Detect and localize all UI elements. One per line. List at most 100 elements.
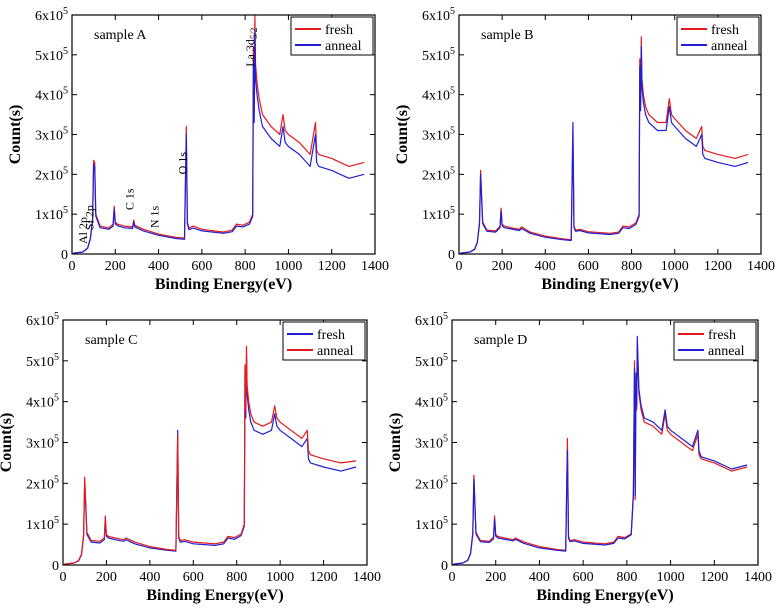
x-tick-label: 1000 <box>274 259 302 274</box>
legend-box <box>676 16 760 56</box>
x-tick-label: 1200 <box>700 570 728 585</box>
y-tick-label: 4x105 <box>415 393 448 411</box>
peak-annotation: Al 2p <box>76 217 90 244</box>
x-tick-label: 200 <box>492 259 513 274</box>
x-tick-label: 1000 <box>661 259 689 274</box>
x-tick-label: 1000 <box>657 570 685 585</box>
legend-label-fresh: fresh <box>317 328 345 343</box>
x-tick-label: 1200 <box>318 259 346 274</box>
y-tick-label: 1x105 <box>422 205 455 223</box>
x-tick-label: 400 <box>139 570 160 585</box>
x-tick-label: 0 <box>449 570 456 585</box>
y-tick-label: 5x105 <box>26 352 59 370</box>
panel-3: 0 200 400 600 800 1000 1200 1400 0 1x105 2x105 3x10… <box>0 311 381 604</box>
y-tick-label: 4x105 <box>26 393 59 411</box>
x-tick-label: 200 <box>105 259 126 274</box>
legend-box <box>673 321 757 361</box>
x-tick-label: 1400 <box>361 259 389 274</box>
legend-label-anneal: anneal <box>711 39 748 54</box>
x-tick-label: 400 <box>529 570 550 585</box>
y-tick-label: 2x105 <box>422 165 455 183</box>
series-line-anneal <box>453 335 748 565</box>
y-tick-label: 3x105 <box>422 126 455 144</box>
x-tick-label: 600 <box>183 570 204 585</box>
x-tick-label: 200 <box>96 570 117 585</box>
y-tick-label: 6x105 <box>35 6 68 24</box>
series-line-anneal <box>64 345 357 565</box>
peak-annotation: C 1s <box>123 188 137 210</box>
x-tick-label: 1200 <box>310 570 338 585</box>
panel-label: sample A <box>94 28 147 43</box>
y-tick-label: 1x105 <box>26 515 59 533</box>
legend-box <box>290 16 374 56</box>
y-tick-label: 3x105 <box>415 434 448 452</box>
panel-4: 0 200 400 600 800 1000 1200 1400 0 1x105 2x105 3x10… <box>387 311 772 604</box>
y-tick-label: 6x105 <box>415 311 448 329</box>
x-axis-label: Binding Energy(eV) <box>146 587 283 604</box>
y-tick-label: 6x105 <box>26 311 59 329</box>
y-tick-label: 6x105 <box>422 6 455 24</box>
y-tick-label: 0 <box>441 559 448 574</box>
y-tick-label: 3x105 <box>35 126 68 144</box>
y-tick-label: 5x105 <box>415 352 448 370</box>
y-tick-label: 2x105 <box>415 474 448 492</box>
peak-annotation: N 1s <box>148 205 162 228</box>
y-tick-label: 5x105 <box>35 46 68 64</box>
y-tick-label: 2x105 <box>26 474 59 492</box>
x-axis-label: Binding Energy(eV) <box>155 276 292 293</box>
x-tick-label: 0 <box>456 259 463 274</box>
peak-annotation: La 3d5/2 <box>243 28 259 67</box>
y-tick-label: 4x105 <box>35 86 68 104</box>
legend-label-fresh: fresh <box>325 23 353 38</box>
series-line-anneal <box>460 46 749 254</box>
x-tick-label: 600 <box>573 570 594 585</box>
x-tick-label: 1000 <box>266 570 294 585</box>
panel-label: sample C <box>85 333 138 348</box>
legend-label-anneal: anneal <box>708 344 745 359</box>
x-tick-label: 800 <box>226 570 247 585</box>
x-tick-label: 1400 <box>747 259 775 274</box>
panel-label: sample B <box>481 28 534 43</box>
legend-label-anneal: anneal <box>325 39 362 54</box>
y-axis-label: Count(s) <box>387 413 404 473</box>
x-tick-label: 400 <box>535 259 556 274</box>
x-tick-label: 800 <box>235 259 256 274</box>
panel-label: sample D <box>474 333 527 348</box>
series-line-anneal <box>73 30 365 254</box>
series-line-fresh <box>64 356 357 565</box>
peak-annotation: O 1s <box>176 152 190 175</box>
x-tick-label: 0 <box>60 570 67 585</box>
legend-label-anneal: anneal <box>317 344 354 359</box>
y-tick-label: 0 <box>52 559 59 574</box>
x-tick-label: 0 <box>69 259 76 274</box>
x-axis-label: Binding Energy(eV) <box>541 276 678 293</box>
y-tick-label: 3x105 <box>26 434 59 452</box>
y-tick-label: 1x105 <box>35 205 68 223</box>
x-axis-label: Binding Energy(eV) <box>536 587 673 604</box>
x-tick-label: 1400 <box>744 570 772 585</box>
series-line-fresh <box>460 36 749 254</box>
y-tick-label: 4x105 <box>422 86 455 104</box>
panel-1: 0 200 400 600 800 1000 1200 1400 0 1x105 2x105 3x10… <box>7 6 389 293</box>
panel-2: 0 200 400 600 800 1000 1200 1400 0 1x105 2x105 3x10… <box>394 6 775 293</box>
legend-box <box>282 321 366 361</box>
y-tick-label: 1x105 <box>415 515 448 533</box>
series-line-fresh <box>453 343 748 565</box>
series-line-fresh <box>73 14 365 254</box>
y-tick-label: 0 <box>448 248 455 263</box>
y-axis-label: Count(s) <box>394 105 411 165</box>
y-axis-label: Count(s) <box>7 105 24 165</box>
x-tick-label: 1400 <box>353 570 381 585</box>
y-tick-label: 2x105 <box>35 165 68 183</box>
legend-label-fresh: fresh <box>708 328 736 343</box>
y-tick-label: 5x105 <box>422 46 455 64</box>
x-tick-label: 600 <box>191 259 212 274</box>
y-tick-label: 0 <box>61 248 68 263</box>
x-tick-label: 800 <box>621 259 642 274</box>
x-tick-label: 800 <box>616 570 637 585</box>
x-tick-label: 400 <box>148 259 169 274</box>
